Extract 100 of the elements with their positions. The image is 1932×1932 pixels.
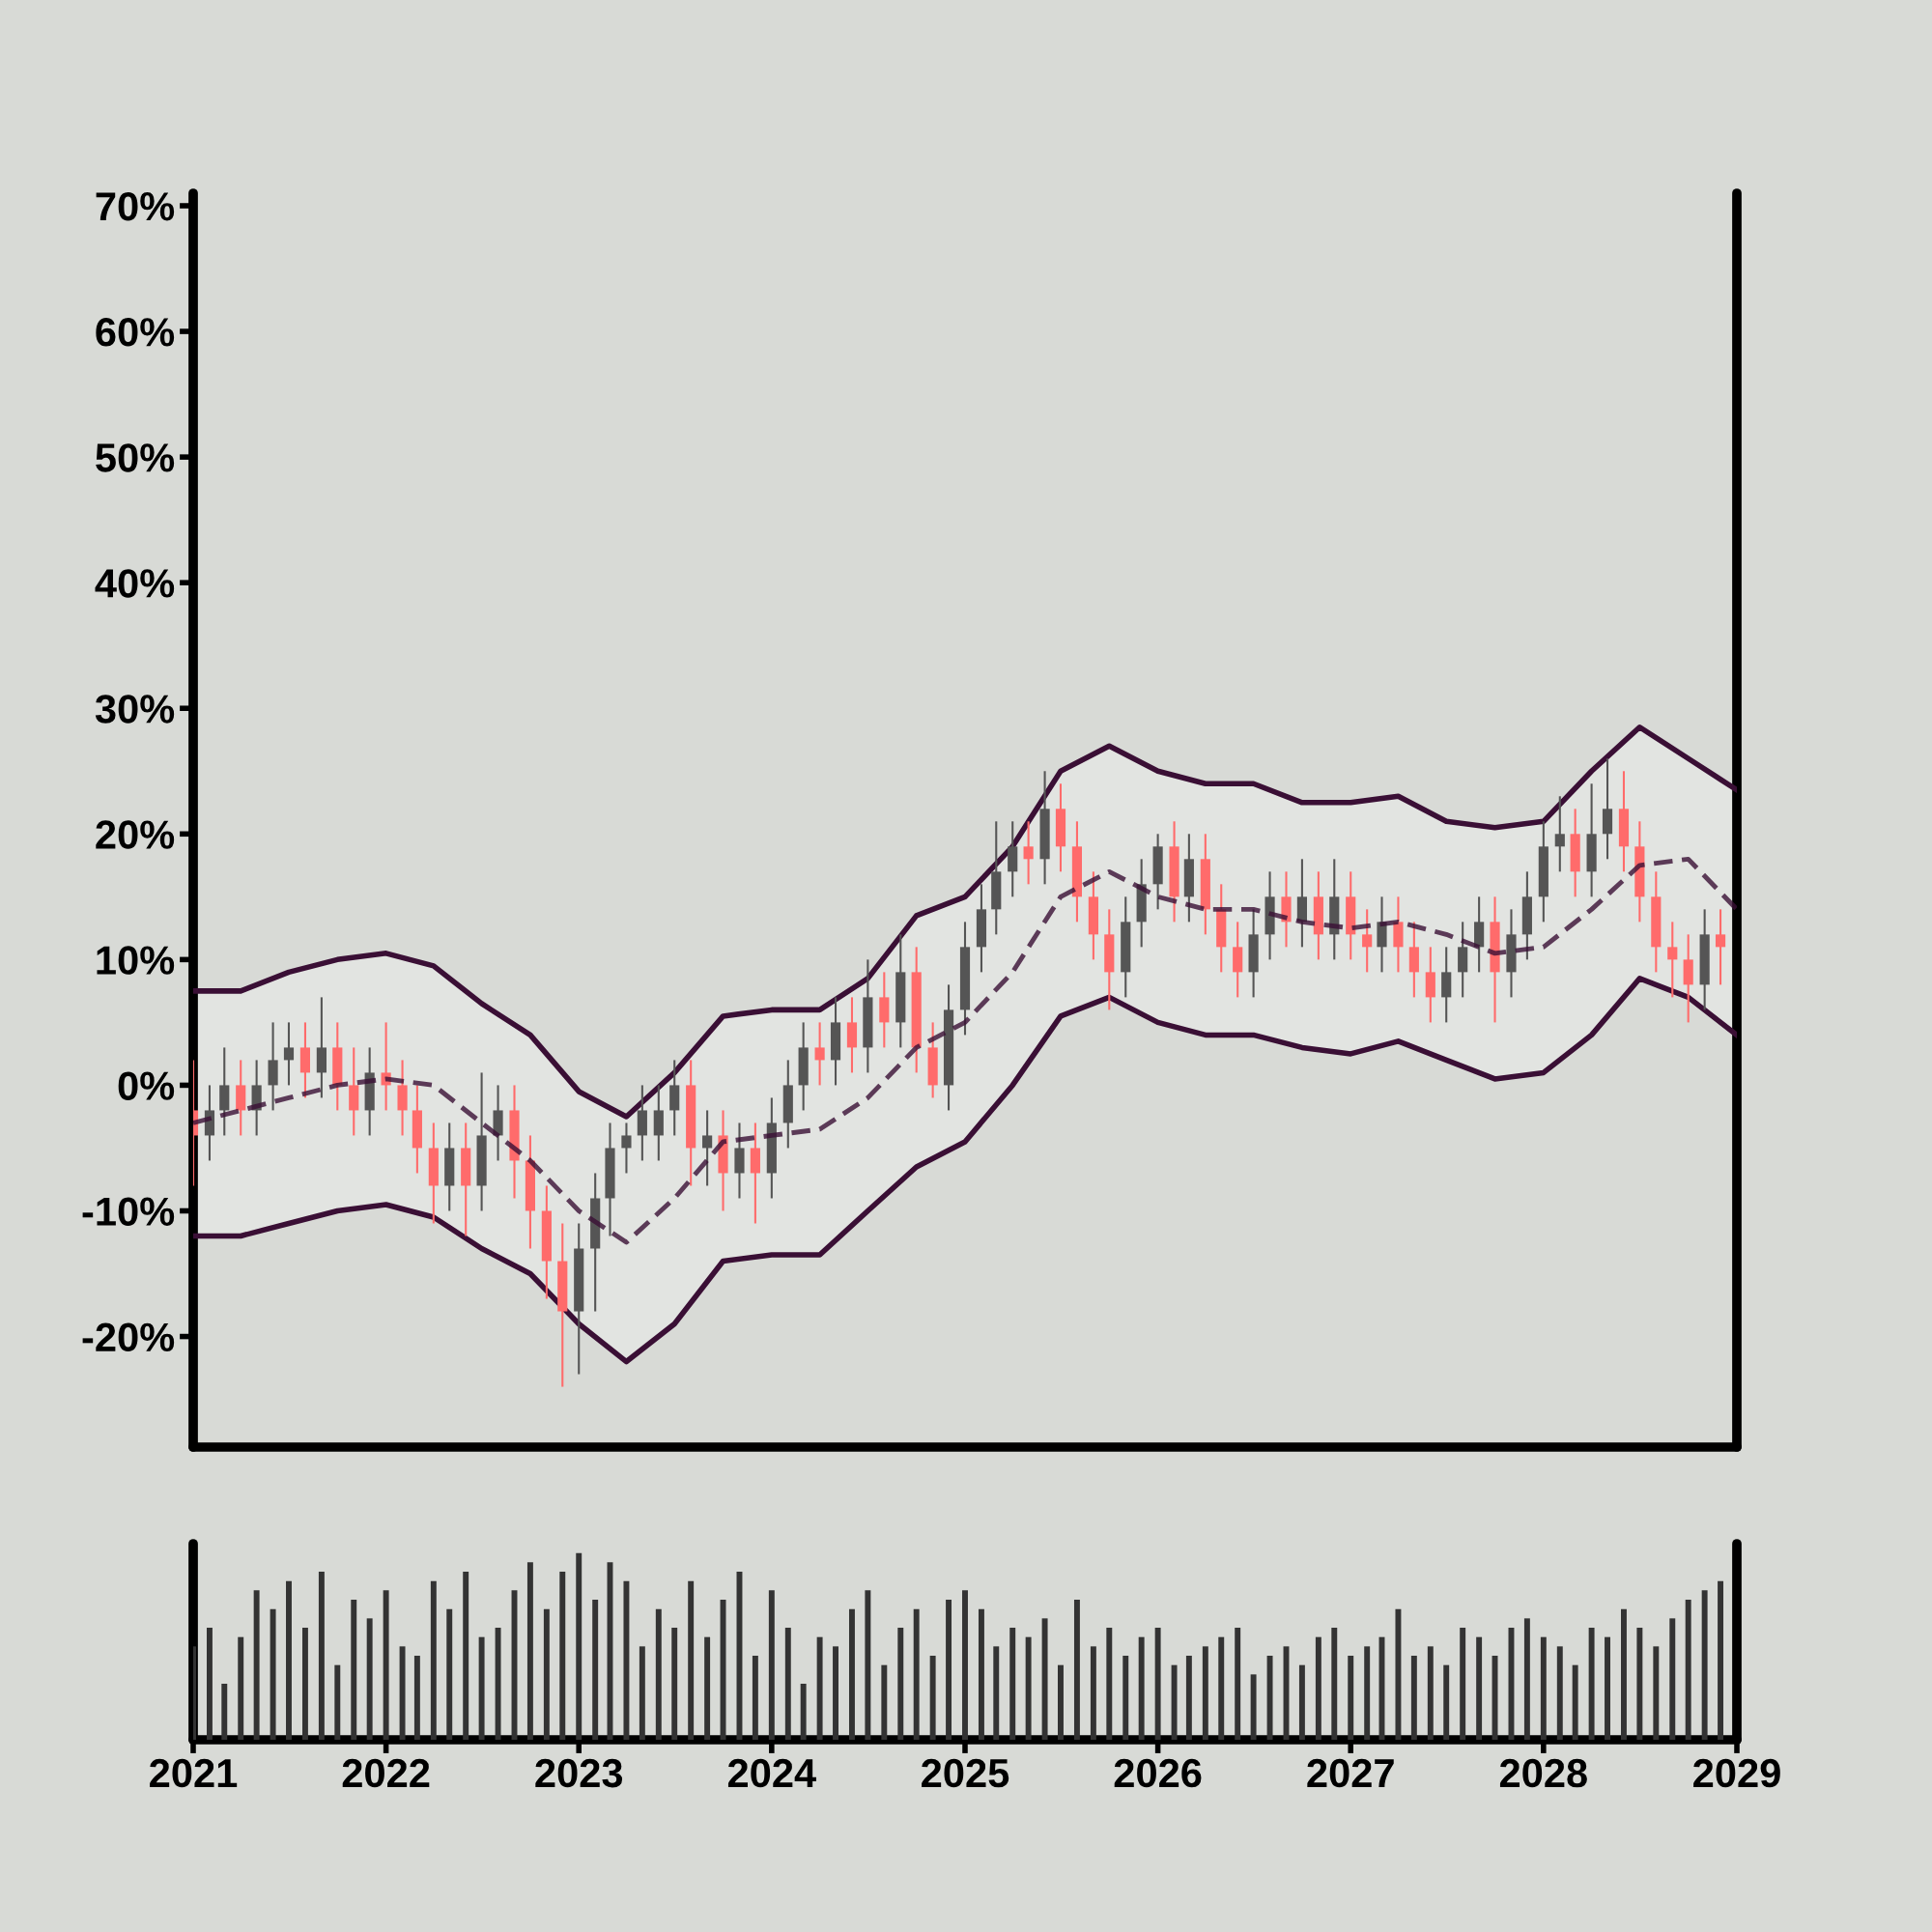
line-series	[193, 856, 1737, 1245]
y-tick-label: -10%	[82, 1197, 175, 1226]
bar	[1476, 1636, 1483, 1740]
bar	[1685, 1600, 1691, 1740]
bar	[1073, 1600, 1080, 1740]
bar	[1235, 1628, 1241, 1740]
x-tick-label: 2021	[150, 1758, 238, 1788]
candlestick	[702, 1109, 713, 1187]
x-tick-label: 2029	[1693, 1758, 1780, 1788]
bar	[543, 1608, 550, 1740]
bar	[463, 1572, 469, 1740]
bar	[752, 1656, 758, 1740]
bar	[671, 1628, 678, 1740]
bar	[1009, 1628, 1016, 1740]
bar	[1427, 1646, 1434, 1740]
bar	[1171, 1664, 1178, 1740]
x-tick-label: 2026	[1114, 1758, 1202, 1788]
bar	[1138, 1636, 1145, 1740]
y-tick-label: -20%	[82, 1322, 175, 1352]
y-tick-label: 10%	[97, 946, 175, 975]
candlestick	[1554, 795, 1565, 873]
bar	[1154, 1628, 1161, 1740]
bar	[286, 1580, 292, 1740]
bar	[1621, 1608, 1627, 1740]
bar	[623, 1580, 630, 1740]
bar	[1588, 1628, 1595, 1740]
candlestick	[621, 1122, 632, 1175]
bar	[1540, 1636, 1547, 1740]
bar	[639, 1646, 645, 1740]
bar	[962, 1590, 968, 1740]
bar	[1041, 1618, 1048, 1740]
bar	[768, 1590, 775, 1740]
bar	[1298, 1664, 1305, 1740]
bar	[576, 1552, 582, 1740]
bar	[1202, 1646, 1208, 1740]
bar	[1185, 1656, 1192, 1740]
bar	[849, 1608, 855, 1740]
candlestick	[1023, 820, 1034, 886]
bar	[1122, 1656, 1129, 1740]
bar	[592, 1600, 599, 1740]
y-tick-label: 60%	[96, 318, 175, 347]
bar	[1315, 1636, 1321, 1740]
bar	[1331, 1628, 1338, 1740]
bar	[784, 1628, 791, 1740]
bar	[253, 1590, 260, 1740]
bar	[351, 1600, 357, 1740]
bar	[559, 1572, 566, 1740]
bar	[704, 1636, 711, 1740]
y-tick-label: 50%	[96, 443, 175, 472]
x-tick-label: 2024	[727, 1758, 816, 1788]
x-tick-label: 2025	[922, 1758, 1009, 1788]
bar	[1653, 1646, 1660, 1740]
x-tick-label: 2027	[1307, 1758, 1394, 1788]
bar	[270, 1608, 276, 1740]
bar	[399, 1646, 406, 1740]
bar	[478, 1636, 485, 1740]
bar	[430, 1580, 437, 1740]
bar	[446, 1608, 453, 1740]
x-tick-label: 2028	[1499, 1758, 1587, 1788]
bar	[1669, 1618, 1676, 1740]
bar	[238, 1636, 244, 1740]
bar	[1636, 1628, 1643, 1740]
bar	[1058, 1664, 1064, 1740]
bar	[526, 1562, 533, 1740]
bar	[1460, 1628, 1466, 1740]
bar	[688, 1580, 695, 1740]
bar	[946, 1600, 952, 1740]
x-tick-label: 2022	[342, 1758, 430, 1788]
bar	[655, 1608, 662, 1740]
y-tick-label: 0%	[118, 1071, 175, 1100]
bar	[221, 1684, 228, 1740]
bar	[1348, 1656, 1354, 1740]
bar	[206, 1628, 213, 1740]
candlestick	[1667, 921, 1678, 999]
bar	[1218, 1636, 1225, 1740]
bar	[1572, 1664, 1578, 1740]
candlestick	[1715, 908, 1726, 986]
bar	[881, 1664, 888, 1740]
bar	[366, 1618, 373, 1740]
bar	[1443, 1664, 1450, 1740]
bar	[1410, 1656, 1417, 1740]
bar	[1090, 1646, 1096, 1740]
candlestick	[1362, 908, 1373, 974]
y-tick-label: 40%	[95, 569, 175, 598]
bar	[301, 1628, 308, 1740]
bar	[1605, 1636, 1610, 1740]
bar	[1523, 1618, 1530, 1740]
bar	[1556, 1646, 1563, 1740]
y-tick-label: 20%	[96, 820, 175, 849]
bar	[833, 1646, 838, 1740]
bar	[1266, 1656, 1273, 1740]
bar	[865, 1590, 871, 1740]
candlestick	[283, 1021, 295, 1087]
y-tick-label: 30%	[95, 695, 175, 724]
bar	[495, 1628, 501, 1740]
bar	[816, 1636, 823, 1740]
bar	[1106, 1628, 1113, 1740]
bar	[978, 1608, 984, 1740]
bar	[913, 1608, 920, 1740]
bar	[897, 1628, 904, 1740]
